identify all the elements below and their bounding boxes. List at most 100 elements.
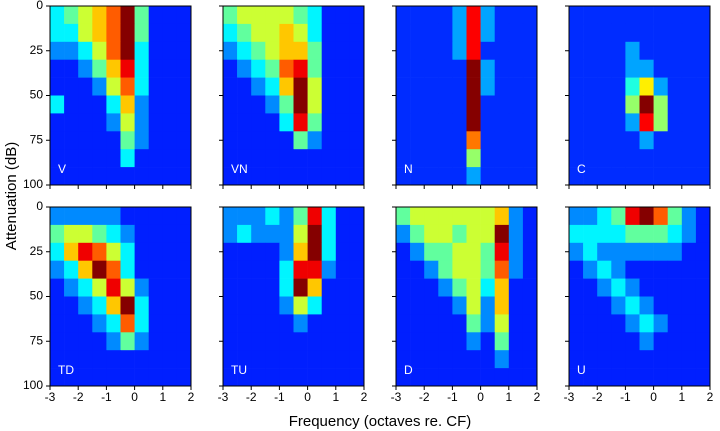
- heatmap-cell: [424, 41, 439, 60]
- heatmap-cell: [293, 314, 308, 333]
- heatmap-cell: [120, 59, 135, 78]
- heatmap-cell: [522, 296, 538, 315]
- heatmap-cell: [251, 131, 266, 150]
- heatmap-cell: [653, 77, 668, 96]
- heatmap-cell: [64, 6, 79, 25]
- heatmap-cell: [438, 131, 453, 150]
- heatmap-cell: [321, 149, 337, 168]
- heatmap-cell: [466, 167, 481, 186]
- heatmap-cell: [452, 59, 467, 78]
- heatmap-cell: [611, 224, 626, 244]
- heatmap-cell: [494, 224, 510, 244]
- heatmap-cell: [92, 242, 107, 261]
- heatmap-cell: [307, 59, 322, 78]
- heatmap-cell: [438, 242, 453, 261]
- heatmap-cell: [597, 278, 612, 297]
- heatmap-cell: [162, 113, 178, 132]
- x-tick-label: -3: [564, 390, 575, 404]
- heatmap-cell: [452, 260, 467, 279]
- heatmap-cell: [78, 59, 93, 78]
- heatmap-cell: [611, 207, 626, 226]
- heatmap-cell: [265, 350, 280, 369]
- heatmap-cell: [625, 207, 640, 226]
- heatmap-cell: [625, 296, 640, 315]
- heatmap-cell: [64, 314, 79, 333]
- heatmap-cell: [148, 59, 164, 78]
- x-tick-label: 2: [534, 390, 541, 404]
- heatmap-cell: [237, 314, 252, 333]
- heatmap-cell: [653, 207, 668, 226]
- heatmap-cell: [50, 41, 65, 60]
- heatmap-cell: [508, 242, 524, 261]
- heatmap-cell: [681, 207, 697, 226]
- heatmap-cell: [134, 23, 149, 43]
- heatmap-cell: [583, 350, 598, 369]
- heatmap-cell: [424, 23, 439, 43]
- heatmap-cell: [639, 296, 654, 315]
- heatmap-cell: [134, 113, 149, 132]
- heatmap-cell: [335, 332, 351, 351]
- heatmap-cell: [307, 260, 322, 279]
- heatmap-cell: [508, 332, 524, 351]
- heatmap-cell: [480, 113, 495, 132]
- heatmap-cell: [695, 113, 711, 132]
- heatmap-cell: [64, 113, 79, 132]
- heatmap-cell: [162, 41, 178, 60]
- heatmap-cell: [293, 41, 308, 60]
- heatmap-cell: [78, 207, 93, 226]
- heatmap-cell: [466, 332, 481, 351]
- heatmap-cell: [120, 95, 135, 114]
- heatmap-cell: [237, 41, 252, 60]
- heatmap-cell: [681, 6, 697, 25]
- heatmap-cell: [50, 242, 65, 261]
- heatmap-cell: [162, 242, 178, 261]
- heatmap-cell: [639, 59, 654, 78]
- heatmap-cell: [522, 113, 538, 132]
- heatmap-cell: [120, 23, 135, 43]
- heatmap-cell: [64, 149, 79, 168]
- heatmap-cell: [438, 41, 453, 60]
- heatmap-cell: [667, 368, 683, 387]
- heatmap-cell: [452, 296, 467, 315]
- heatmap-cell: [335, 260, 351, 279]
- heatmap-cell: [176, 296, 192, 315]
- x-tick-label: -2: [73, 390, 84, 404]
- heatmap-cell: [78, 368, 93, 387]
- heatmap-cell: [583, 149, 598, 168]
- heatmap-cell: [176, 260, 192, 279]
- heatmap-cell: [134, 242, 149, 261]
- heatmap-cell: [466, 131, 481, 150]
- heatmap-cell: [162, 167, 178, 186]
- x-tick-label: 1: [505, 390, 512, 404]
- heatmap-cell: [695, 332, 711, 351]
- heatmap-cell: [120, 131, 135, 150]
- heatmap-cell: [293, 113, 308, 132]
- heatmap-cell: [265, 6, 280, 25]
- heatmap-cell: [335, 207, 351, 226]
- heatmap-cell: [480, 6, 495, 25]
- heatmap-cell: [148, 242, 164, 261]
- heatmap-cell: [237, 113, 252, 132]
- heatmap-cell: [597, 6, 612, 25]
- heatmap-cell: [293, 131, 308, 150]
- panel-label: V: [58, 162, 66, 176]
- heatmap-cell: [396, 95, 411, 114]
- heatmap-cell: [639, 260, 654, 279]
- heatmap-cell: [64, 296, 79, 315]
- heatmap-cell: [134, 278, 149, 297]
- heatmap-cell: [78, 149, 93, 168]
- x-tick-label: 0: [477, 390, 484, 404]
- x-tick-label: 2: [361, 390, 368, 404]
- heatmap-cell: [223, 260, 238, 279]
- heatmap-cell: [625, 113, 640, 132]
- heatmap-cell: [307, 368, 322, 387]
- heatmap-cell: [639, 314, 654, 333]
- heatmap-cell: [583, 224, 598, 244]
- heatmap-cell: [653, 332, 668, 351]
- panel-label: TU: [231, 363, 247, 377]
- heatmap-cell: [279, 95, 294, 114]
- heatmap-cell: [349, 368, 365, 387]
- heatmap-cell: [410, 350, 425, 369]
- heatmap-cell: [134, 41, 149, 60]
